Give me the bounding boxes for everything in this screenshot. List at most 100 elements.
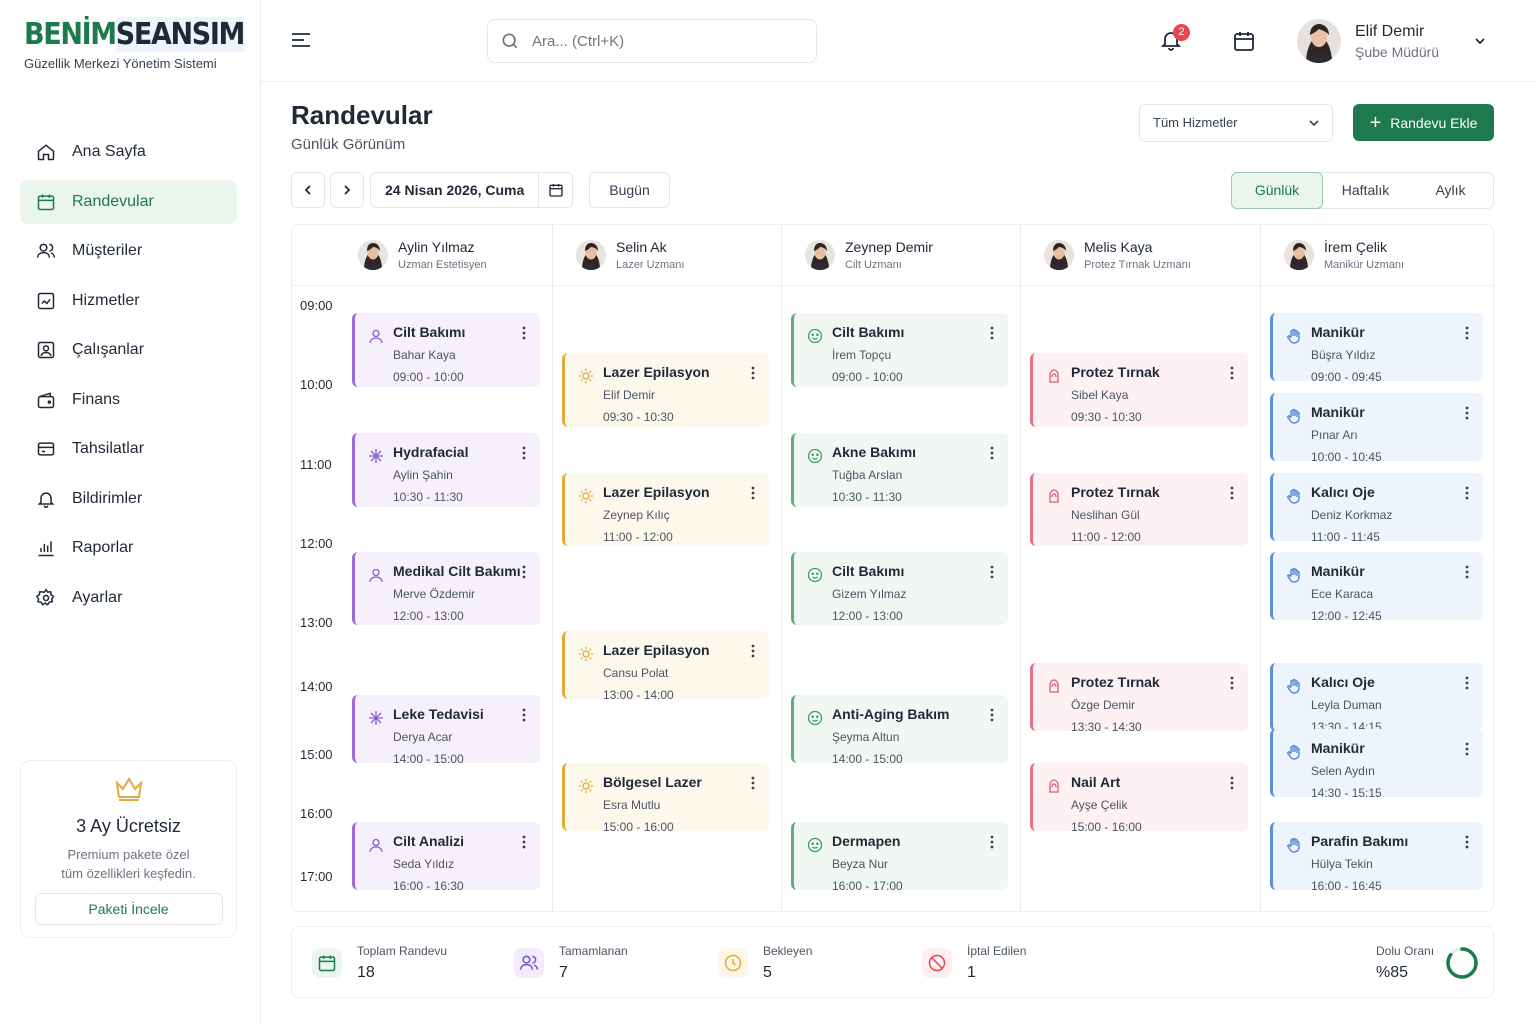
appointment-card[interactable]: Hydrafacial Aylin Şahin 10:30 - 11:30 bbox=[352, 433, 540, 507]
staff-header[interactable]: Melis Kaya Protez Tırnak Uzmanı bbox=[1044, 225, 1191, 285]
calendar-icon[interactable] bbox=[1232, 29, 1256, 53]
appointment-time: 10:00 - 10:45 bbox=[1311, 450, 1382, 464]
appointment-card[interactable]: Cilt Bakımı İrem Topçu 09:00 - 10:00 bbox=[791, 313, 1008, 387]
sidebar-item-hizmetler[interactable]: Hizmetler bbox=[20, 279, 237, 323]
column-divider bbox=[781, 225, 782, 911]
notifications-button[interactable]: 2 bbox=[1159, 24, 1190, 54]
staff-name: Zeynep Demir bbox=[845, 239, 933, 255]
more-options-icon[interactable] bbox=[1461, 741, 1473, 757]
sidebar-item-randevular[interactable]: Randevular bbox=[20, 179, 237, 224]
appointment-card[interactable]: Cilt Bakımı Bahar Kaya 09:00 - 10:00 bbox=[352, 313, 540, 387]
staff-header[interactable]: Selin Ak Lazer Uzmanı bbox=[576, 225, 684, 285]
tab-daily[interactable]: Günlük bbox=[1231, 172, 1323, 209]
more-options-icon[interactable] bbox=[518, 445, 530, 461]
appointment-card[interactable]: Medikal Cilt Bakımı Merve Özdemir 12:00 - … bbox=[352, 552, 540, 625]
staff-header[interactable]: Zeynep Demir Cilt Uzmanı bbox=[805, 225, 933, 285]
user-name: Elif Demir bbox=[1355, 22, 1425, 40]
appointment-card[interactable]: Lazer Epilasyon Elif Demir 09:30 - 10:30 bbox=[562, 353, 769, 427]
appointment-card[interactable]: Anti-Aging Bakım Şeyma Altun 14:00 - 15:00 bbox=[791, 695, 1008, 766]
occupancy-value: %85 bbox=[1376, 964, 1409, 981]
appointment-card[interactable]: Protez Tırnak Sibel Kaya 09:30 - 10:30 bbox=[1030, 353, 1248, 427]
more-options-icon[interactable] bbox=[986, 707, 998, 723]
more-options-icon[interactable] bbox=[986, 834, 998, 850]
more-options-icon[interactable] bbox=[1461, 834, 1473, 850]
brand-logo[interactable]: BENİMSEANSIM Güzellik Merkezi Yönetim Si… bbox=[24, 17, 269, 71]
appointment-card[interactable]: Akne Bakımı Tuğba Arslan 10:30 - 11:30 bbox=[791, 433, 1008, 507]
sidebar-item-bildirimler[interactable]: Bildirimler bbox=[20, 477, 237, 521]
appointment-card[interactable]: Lazer Epilasyon Cansu Polat 13:00 - 14:00 bbox=[562, 631, 769, 702]
more-options-icon[interactable] bbox=[518, 325, 530, 341]
more-options-icon[interactable] bbox=[1461, 325, 1473, 341]
appointment-card[interactable]: Nail Art Ayşe Çelik 15:00 - 16:00 bbox=[1030, 763, 1248, 834]
appointment-title: Nail Art bbox=[1071, 774, 1121, 790]
service-filter-select[interactable]: Tüm Hizmetler bbox=[1139, 104, 1333, 142]
more-options-icon[interactable] bbox=[986, 445, 998, 461]
sidebar-item-label: Tahsilatlar bbox=[72, 440, 145, 457]
search-input[interactable] bbox=[532, 32, 792, 50]
appointment-card[interactable]: Protez Tırnak Neslihan Gül 11:00 - 12:00 bbox=[1030, 473, 1248, 546]
staff-role: Lazer Uzmanı bbox=[616, 259, 685, 271]
staff-header[interactable]: İrem Çelik Manikür Uzmanı bbox=[1284, 225, 1404, 285]
appointment-card[interactable]: Manikür Selen Aydın 14:30 - 15:15 bbox=[1270, 729, 1483, 800]
more-options-icon[interactable] bbox=[518, 707, 530, 723]
home-icon bbox=[37, 144, 55, 161]
more-options-icon[interactable] bbox=[1461, 405, 1473, 421]
appointment-card[interactable]: Kalıcı Oje Deniz Korkmaz 11:00 - 11:45 bbox=[1270, 473, 1483, 544]
appointment-card[interactable]: Cilt Bakımı Gizem Yılmaz 12:00 - 13:00 bbox=[791, 552, 1008, 625]
more-options-icon[interactable] bbox=[747, 365, 759, 381]
more-options-icon[interactable] bbox=[986, 564, 998, 580]
appointment-time: 12:00 - 13:00 bbox=[832, 609, 903, 623]
menu-icon[interactable] bbox=[291, 32, 311, 48]
add-appointment-button[interactable]: + Randevu Ekle bbox=[1353, 104, 1494, 141]
sidebar-item-tahsilatlar[interactable]: Tahsilatlar bbox=[20, 427, 237, 471]
appointment-time: 12:00 - 12:45 bbox=[1311, 609, 1382, 623]
appointment-client: Sibel Kaya bbox=[1071, 388, 1129, 402]
appointment-card[interactable]: Dermapen Beyza Nur 16:00 - 17:00 bbox=[791, 822, 1008, 893]
sidebar-item-ayarlar[interactable]: Ayarlar bbox=[20, 576, 237, 620]
sidebar-item-musteriler[interactable]: Müşteriler bbox=[20, 229, 237, 273]
sun-icon bbox=[579, 647, 593, 661]
more-options-icon[interactable] bbox=[1226, 485, 1238, 501]
appointment-card[interactable]: Cilt Analizi Seda Yıldız 16:00 - 16:30 bbox=[352, 822, 540, 893]
appointment-client: Aylin Şahin bbox=[393, 468, 453, 482]
more-options-icon[interactable] bbox=[518, 564, 530, 580]
tab-weekly[interactable]: Haftalık bbox=[1341, 182, 1390, 198]
prev-day-button[interactable] bbox=[291, 172, 325, 208]
more-options-icon[interactable] bbox=[1226, 675, 1238, 691]
user-icon bbox=[369, 329, 383, 344]
more-options-icon[interactable] bbox=[518, 834, 530, 850]
more-options-icon[interactable] bbox=[1461, 675, 1473, 691]
sidebar-item-finans[interactable]: Finans bbox=[20, 378, 237, 422]
appointment-card[interactable]: Bölgesel Lazer Esra Mutlu 15:00 - 16:00 bbox=[562, 763, 769, 834]
sidebar-item-ana-sayfa[interactable]: Ana Sayfa bbox=[20, 130, 237, 174]
appointment-card[interactable]: Kalıcı Oje Leyla Duman 13:30 - 14:15 bbox=[1270, 663, 1483, 734]
tab-monthly[interactable]: Aylık bbox=[1435, 182, 1466, 198]
more-options-icon[interactable] bbox=[1461, 485, 1473, 501]
more-options-icon[interactable] bbox=[747, 775, 759, 791]
view-package-button[interactable]: Paketi İncele bbox=[34, 893, 223, 925]
user-menu[interactable]: Elif Demir Şube Müdürü bbox=[1297, 18, 1497, 64]
appointment-card[interactable]: Manikür Ece Karaca 12:00 - 12:45 bbox=[1270, 552, 1483, 623]
next-day-button[interactable] bbox=[330, 172, 364, 208]
more-options-icon[interactable] bbox=[1461, 564, 1473, 580]
appointment-card[interactable]: Protez Tırnak Özge Demir 13:30 - 14:30 bbox=[1030, 663, 1248, 734]
staff-header[interactable]: Aylin Yılmaz Uzman Estetisyen bbox=[358, 225, 487, 285]
appointment-card[interactable]: Manikür Pınar Arı 10:00 - 10:45 bbox=[1270, 393, 1483, 464]
appointment-card[interactable]: Leke Tedavisi Derya Acar 14:00 - 15:00 bbox=[352, 695, 540, 766]
more-options-icon[interactable] bbox=[747, 643, 759, 659]
avatar bbox=[1284, 240, 1314, 270]
staff-role: Cilt Uzmanı bbox=[845, 259, 902, 271]
search-bar[interactable] bbox=[487, 19, 817, 63]
more-options-icon[interactable] bbox=[986, 325, 998, 341]
sidebar-item-calisanlar[interactable]: Çalışanlar bbox=[20, 328, 237, 372]
more-options-icon[interactable] bbox=[1226, 365, 1238, 381]
chevron-left-icon bbox=[304, 185, 311, 195]
appointment-card[interactable]: Manikür Büşra Yıldız 09:00 - 09:45 bbox=[1270, 313, 1483, 384]
more-options-icon[interactable] bbox=[747, 485, 759, 501]
appointment-card[interactable]: Lazer Epilasyon Zeynep Kılıç 11:00 - 12:00 bbox=[562, 473, 769, 546]
date-picker[interactable]: 24 Nisan 2026, Cuma bbox=[370, 172, 573, 208]
more-options-icon[interactable] bbox=[1226, 775, 1238, 791]
sidebar-item-raporlar[interactable]: Raporlar bbox=[20, 526, 237, 570]
appointment-card[interactable]: Parafin Bakımı Hülya Tekin 16:00 - 16:45 bbox=[1270, 822, 1483, 893]
today-button[interactable]: Bugün bbox=[589, 172, 670, 208]
